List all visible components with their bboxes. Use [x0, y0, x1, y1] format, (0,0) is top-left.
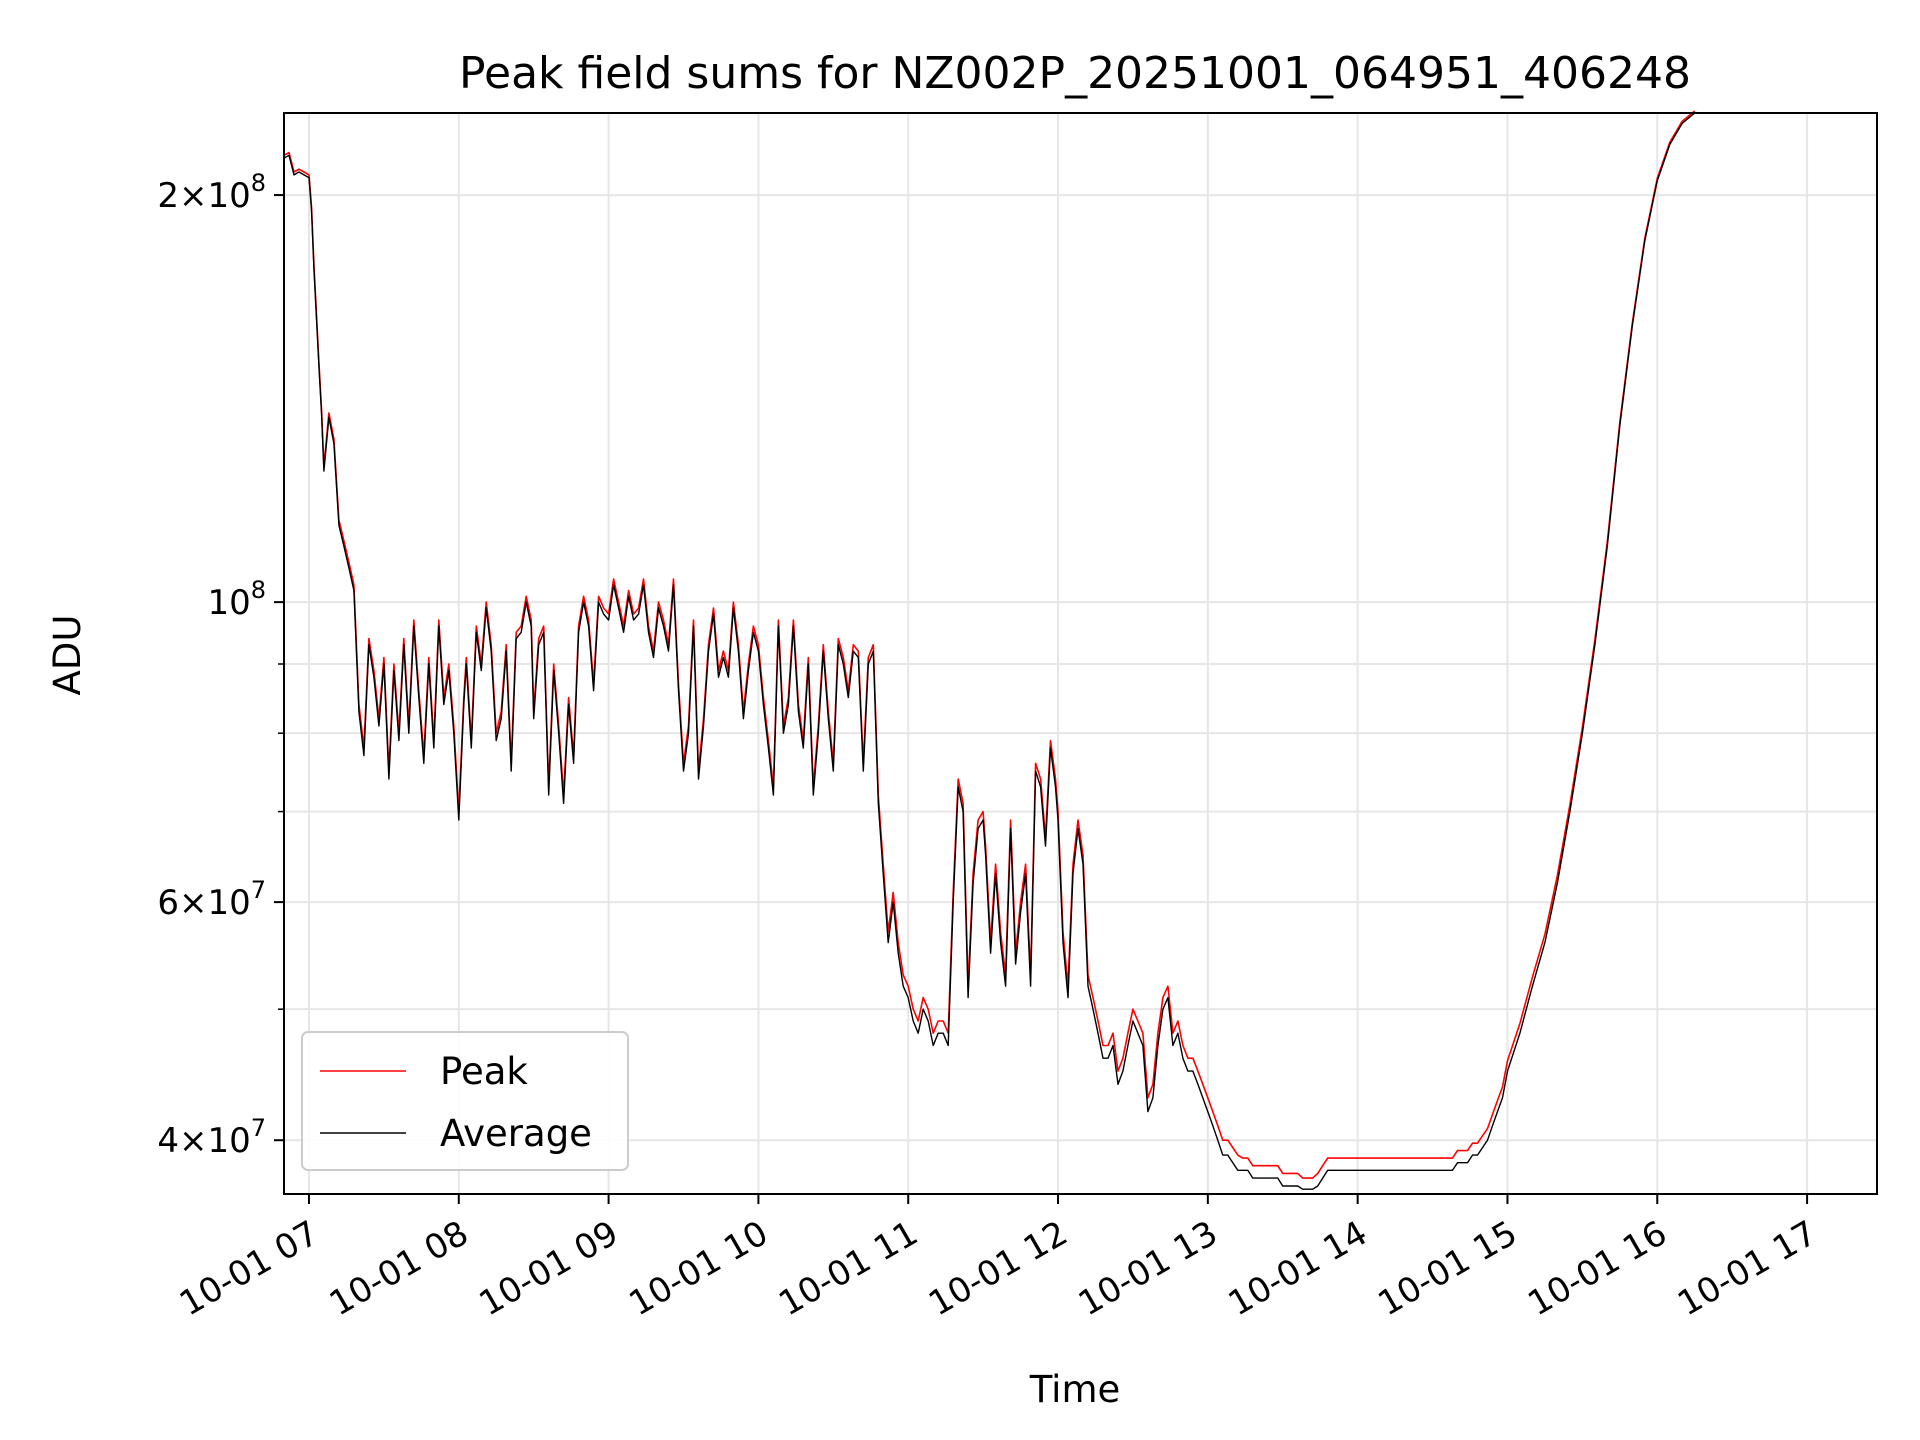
- legend-label-peak: Peak: [440, 1050, 528, 1093]
- legend: Peak Average: [301, 1031, 629, 1171]
- grid: [284, 113, 1877, 1194]
- series-line-average: [283, 112, 1696, 1190]
- y-tick-label: 4×107: [157, 1114, 266, 1161]
- y-tick-label: 2×108: [157, 169, 266, 216]
- y-tick-label: 6×107: [157, 876, 266, 923]
- y-axis-label: ADU: [46, 615, 89, 696]
- legend-label-average: Average: [440, 1112, 592, 1155]
- x-axis-label: Time: [1029, 1368, 1121, 1411]
- plot-frame: [283, 112, 1878, 1195]
- series-lines: [283, 110, 1696, 1190]
- y-tick-label: 108: [207, 576, 266, 623]
- legend-box: [301, 1031, 629, 1171]
- y-axis-ticks: 4×107 6×107 108 2×108: [157, 169, 284, 1161]
- chart-title: Peak field sums for NZ002P_20251001_0649…: [459, 48, 1691, 99]
